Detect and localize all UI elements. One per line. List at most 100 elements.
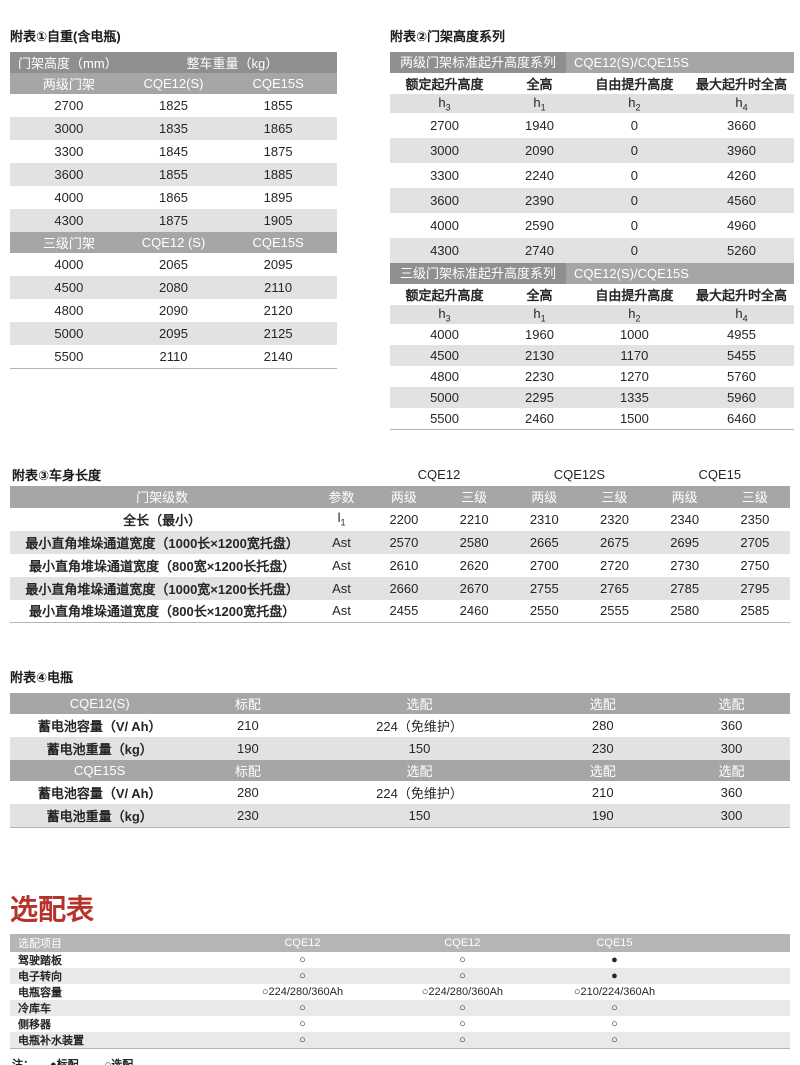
table-row: 5500 2110 2140	[10, 345, 337, 368]
cell: 3960	[688, 138, 794, 163]
table-row: 最小直角堆垛通道宽度（1000宽×1200长托盘） Ast 2660 2670 27…	[10, 576, 790, 600]
cell: 2230	[525, 369, 554, 384]
cell: 360	[720, 718, 743, 733]
table-row: 5000 2295 1335 5960	[390, 387, 794, 408]
cell: 2340	[670, 511, 700, 527]
table1-title: 附表①自重(含电瓶)	[10, 29, 121, 44]
table-row: 5000 2095 2125	[10, 322, 337, 345]
table-row: 4000 2590 0 4960	[390, 213, 794, 238]
table-row: 蓄电池容量（V/ Ah） 280 224（免维护） 210 360	[10, 781, 790, 804]
table-row: 电瓶补水装置 ○ ○ ○	[10, 1031, 790, 1048]
cell: 150	[306, 804, 533, 827]
cell: 2585	[740, 603, 770, 619]
column-header: 两级	[649, 485, 720, 508]
table-row: 4300 1875 1905	[10, 209, 337, 232]
section-band-row: 两级门架 CQE12(S) CQE15S	[10, 73, 337, 94]
param-symbol-cell: h1	[499, 305, 580, 324]
table2-title: 附表②门架高度系列	[390, 29, 506, 44]
row-label: 电瓶补水装置	[10, 1031, 221, 1048]
table3-section: 附表③车身长度 CQE12 CQE12S CQE15 门架级数 参数 两级 三级…	[10, 464, 790, 623]
cell: 4000	[430, 218, 459, 233]
cell: 1835	[127, 117, 220, 140]
cell: 2110	[159, 348, 188, 364]
cell: 2610	[389, 557, 419, 573]
table-header-row: 选配项目 CQE12 CQE12 CQE15	[10, 933, 790, 952]
filler-cell	[688, 967, 790, 984]
option-mark: ○	[384, 999, 541, 1016]
section-band-cell: 选配	[532, 693, 673, 714]
section-band-cell: 三级门架	[10, 232, 128, 253]
row-label: 电瓶容量	[18, 986, 62, 999]
table-row: 3300 2240 0 4260	[390, 163, 794, 188]
model-header: CQE12S	[553, 467, 606, 482]
cell: 2765	[579, 576, 650, 600]
column-header: 两级	[509, 485, 580, 508]
cell: 2310	[529, 511, 559, 527]
cell: 2580	[670, 603, 700, 619]
table-row: 3600 1855 1885	[10, 163, 337, 186]
cell: 224（免维护）	[376, 786, 463, 801]
table-row: 最小直角堆垛通道宽度（1000长×1200宽托盘） Ast 2570 2580 26…	[10, 530, 790, 554]
cell: 1875	[127, 209, 220, 232]
filler-cell	[689, 1016, 790, 1032]
filler-cell	[689, 952, 790, 968]
options-table: 选配项目 CQE12 CQE12 CQE15 驾驶踏板 ○ ○ ● 电子转向 ○ ○ ● 电…	[10, 933, 790, 1049]
row-label: 蓄电池容量（V/ Ah）	[37, 719, 162, 734]
option-mark: ○	[459, 953, 466, 966]
cell: 4800	[430, 369, 459, 384]
section-band-row: CQE12(S) 标配 选配 选配 选配	[10, 693, 790, 714]
param-symbol: h	[628, 94, 636, 110]
cell: 190	[189, 737, 307, 760]
cell: 2720	[600, 557, 629, 573]
table-row: 4500 2080 2110	[10, 276, 337, 299]
cell: 3300	[430, 168, 459, 183]
section-band-cell: CQE15S	[219, 73, 337, 94]
param-symbol: h	[438, 94, 446, 110]
cell: 1940	[525, 118, 554, 133]
column-header: 整车重量（kg）	[127, 52, 337, 73]
option-mark: ○	[299, 953, 306, 966]
cell: 3600	[10, 163, 128, 186]
param-subscript: 3	[445, 102, 451, 113]
cell: 3000	[10, 117, 128, 140]
cell: 2390	[499, 188, 580, 213]
table4-battery: CQE12(S) 标配 选配 选配 选配 蓄电池容量（V/ Ah） 210 224（…	[10, 693, 790, 828]
cell: 5960	[688, 387, 794, 408]
cell: 224（免维护）	[376, 719, 463, 734]
cell: 2675	[579, 530, 650, 554]
table-row: 2700 1940 0 3660	[390, 113, 794, 138]
param-symbol-cell: l1	[314, 508, 369, 531]
param-subscript: 1	[540, 102, 546, 113]
cell: 2660	[368, 576, 439, 600]
option-mark: ○224/280/360Ah	[261, 985, 344, 998]
param-symbol-cell: Ast	[332, 557, 351, 573]
cell: 5500	[54, 348, 84, 364]
cell: 2095	[263, 257, 293, 272]
cell: 5500	[430, 410, 459, 426]
param-symbol: h	[628, 305, 636, 321]
table4-section: 附表④电瓶 CQE12(S) 标配 选配 选配 选配 蓄电池容量（V/ Ah） 2…	[10, 667, 790, 828]
cell: 2695	[649, 530, 720, 554]
table1-section: 附表①自重(含电瓶) 门架高度（mm） 整车重量（kg） 两级门架 CQE12(…	[10, 26, 337, 369]
cell: 2125	[219, 322, 337, 345]
column-header: 全高	[526, 77, 553, 92]
table1-self-weight: 门架高度（mm） 整车重量（kg） 两级门架 CQE12(S) CQE15S 2…	[10, 52, 337, 369]
section-band-cell: 选配	[672, 760, 790, 781]
cell: 2570	[368, 530, 439, 554]
cell: 2665	[509, 530, 580, 554]
row-label: 全长（最小）	[123, 512, 202, 528]
param-symbol-cell: h4	[688, 305, 794, 324]
column-header: 门架高度（mm）	[10, 52, 128, 73]
cell: 210	[237, 718, 259, 733]
option-mark: ○	[540, 999, 689, 1016]
cell: 1825	[159, 98, 188, 113]
table-row: 电子转向 ○ ○ ●	[10, 967, 790, 984]
section-band-cell: 选配	[306, 760, 533, 781]
option-mark: ○210/224/360Ah	[573, 985, 656, 998]
option-mark: ○	[220, 967, 385, 984]
column-header: CQE12	[220, 933, 385, 952]
cell: 2460	[525, 410, 554, 426]
section-band-cell: CQE12(S)	[127, 73, 220, 94]
table-row: 电瓶容量 ○224/280/360Ah ○224/280/360Ah ○210/224…	[10, 984, 790, 1000]
column-header: 自由提升高度	[595, 77, 674, 92]
